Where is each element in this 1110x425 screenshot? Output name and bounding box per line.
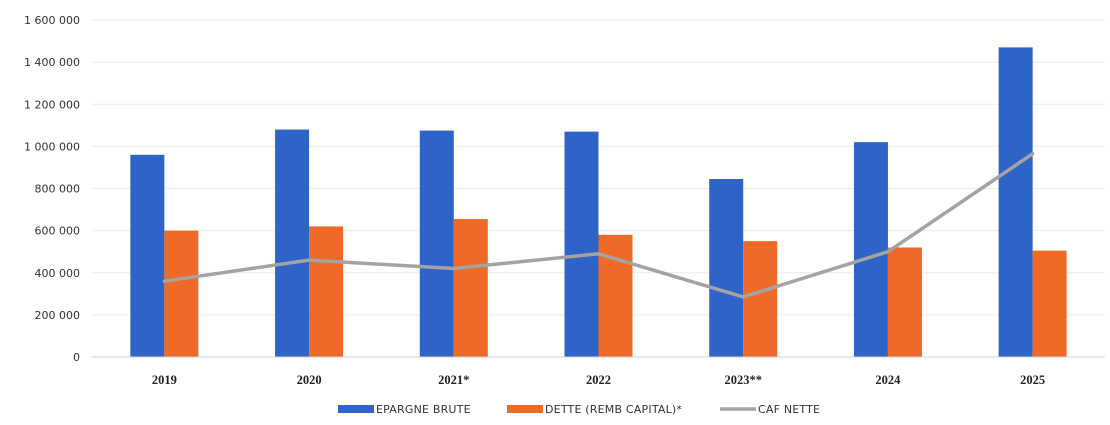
line-series [162,151,1035,299]
y-tick-label: 1 600 000 [24,14,80,27]
y-tick-label: 800 000 [35,183,81,196]
bar-epargne-brute [564,131,599,357]
bar-dette-remb-capital [743,241,778,357]
line-point-caf-nette [886,250,890,254]
y-tick-label: 400 000 [35,267,81,280]
bar-epargne-brute [998,47,1033,357]
x-axis: 2019 2020 2021* 2022 2023** 2024 2025 [92,356,1105,387]
legend-label: CAF NETTE [758,403,820,416]
bar-dette-remb-capital [453,219,488,357]
legend-swatch [507,405,543,413]
bar-epargne-brute [419,130,454,357]
bars [130,47,1067,357]
x-tick-label: 2020 [297,373,322,387]
bar-dette-remb-capital [598,234,633,357]
line-point-caf-nette [162,279,166,283]
bar-dette-remb-capital [887,247,922,357]
bar-epargne-brute [853,142,888,357]
y-tick-label: 0 [73,351,80,364]
x-tick-label: 2022 [586,373,611,387]
legend-label: DETTE (REMB CAPITAL)* [545,403,682,416]
x-tick-label: 2019 [152,373,177,387]
line-point-caf-nette [307,258,311,262]
x-tick-label: 2023** [724,373,762,387]
y-tick-label: 200 000 [35,309,81,322]
legend-swatch [338,405,374,413]
y-axis: 0 200 000 400 000 600 000 800 000 1 000 000 1 … [24,14,80,364]
legend-label: EPARGNE BRUTE [376,403,471,416]
bar-dette-remb-capital [1032,250,1067,357]
y-tick-label: 1 400 000 [24,56,80,69]
line-point-caf-nette [452,266,456,271]
x-tick-label: 2024 [875,373,901,387]
y-tick-label: 1 000 000 [24,140,80,153]
bar-epargne-brute [275,129,310,357]
bar-epargne-brute [709,179,744,357]
bar-dette-remb-capital [164,230,199,357]
line-point-caf-nette [596,252,601,256]
x-tick-label: 2021* [438,373,469,387]
bar-epargne-brute [130,154,165,357]
bar-dette-remb-capital [309,226,344,357]
y-tick-label: 600 000 [35,225,81,238]
line-point-caf-nette [741,295,745,299]
x-tick-label: 2025 [1020,373,1045,387]
y-tick-label: 1 200 000 [24,98,80,111]
legend: EPARGNE BRUTE DETTE (REMB CAPITAL)* CAF NE… [338,403,820,416]
line-point-caf-nette [1031,152,1035,156]
